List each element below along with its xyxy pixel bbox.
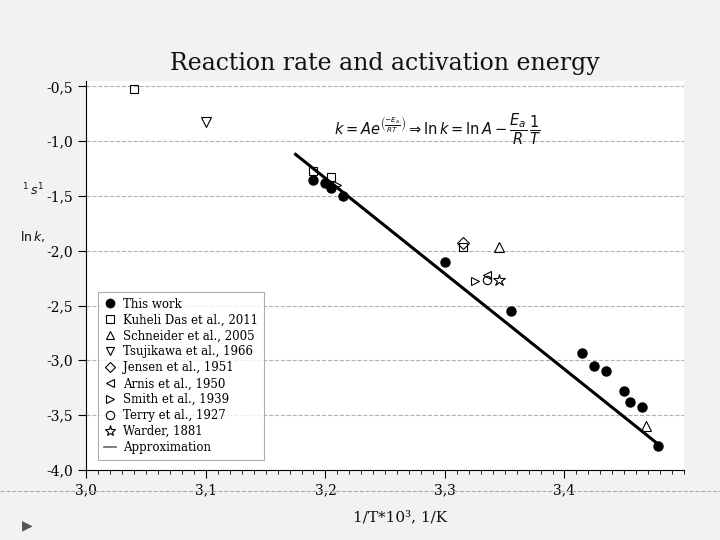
Text: $k = Ae^{\left(\frac{-E_a}{RT}\right)} \Rightarrow \ln k = \ln A - \dfrac{E_a}{R: $k = Ae^{\left(\frac{-E_a}{RT}\right)} \…: [334, 112, 541, 147]
Text: ▶: ▶: [22, 518, 32, 532]
Title: Reaction rate and activation energy: Reaction rate and activation energy: [171, 52, 600, 75]
Text: 1/T*10³, 1/K: 1/T*10³, 1/K: [353, 510, 446, 524]
Text: $\ln k,$: $\ln k,$: [20, 229, 45, 244]
Legend: This work, Kuheli Das et al., 2011, Schneider et al., 2005, Tsujikawa et al., 19: This work, Kuheli Das et al., 2011, Schn…: [98, 292, 264, 460]
Text: $^1\,s^1$: $^1\,s^1$: [22, 181, 43, 198]
